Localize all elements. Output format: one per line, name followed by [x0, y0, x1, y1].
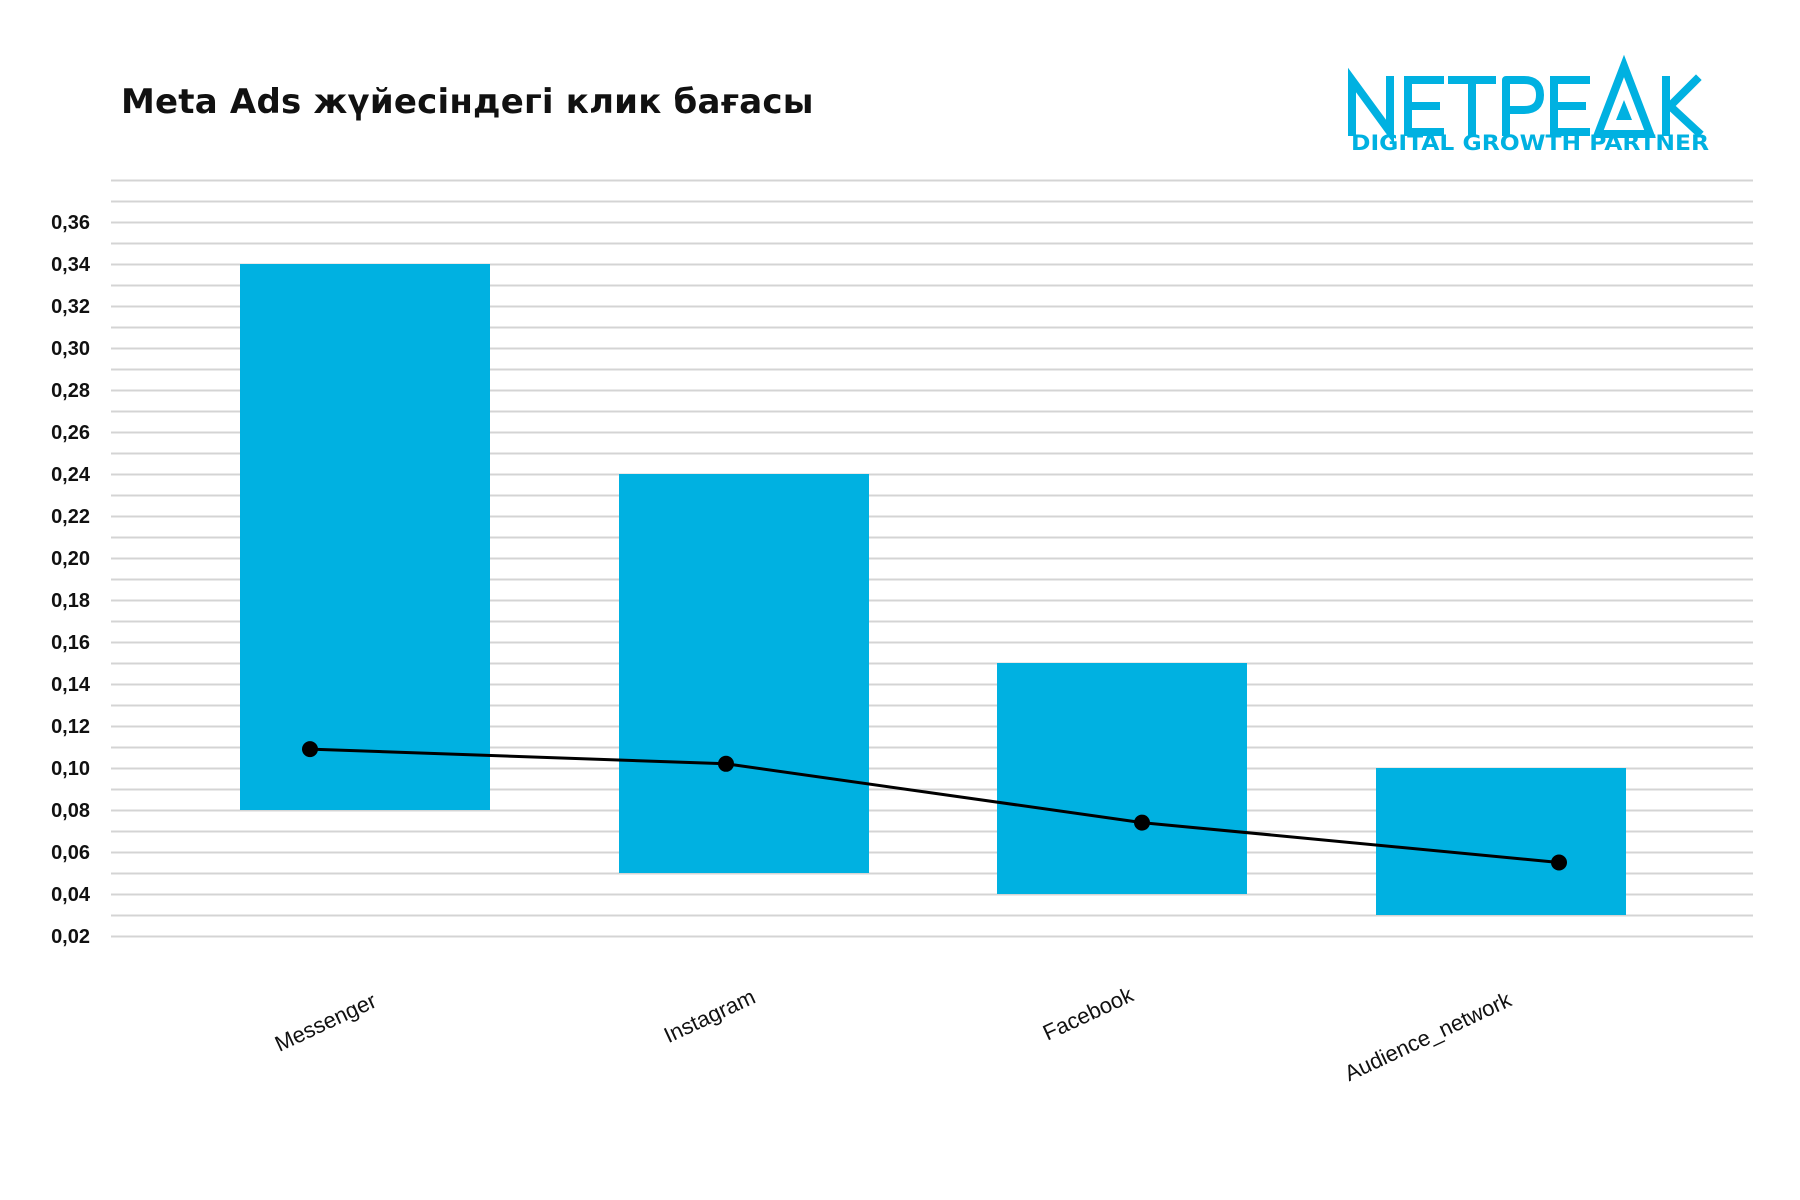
y-tick-label: 0,32	[51, 296, 90, 318]
series-line	[309, 747, 1560, 864]
netpeak-wordmark	[1348, 54, 1704, 145]
bar-audience-network	[1376, 768, 1626, 915]
y-tick-label: 0,20	[51, 548, 90, 570]
y-tick-label: 0,22	[51, 506, 90, 528]
line-point-instagram	[718, 755, 734, 772]
bar-messenger	[240, 264, 490, 810]
y-axis-ticks: 0,02 0,04 0,06 0,08 0,10 0,12 0,14 0,16 0,18 0,20…	[51, 212, 91, 948]
y-tick-label: 0,16	[51, 632, 90, 654]
line-point-audience-network	[1551, 854, 1567, 871]
x-tick-label: Facebook	[1039, 981, 1138, 1045]
y-tick-label: 0,28	[51, 380, 90, 402]
average-line	[302, 741, 1567, 871]
y-tick-label: 0,14	[51, 674, 91, 696]
y-tick-label: 0,26	[51, 422, 90, 444]
y-tick-label: 0,04	[51, 884, 91, 906]
y-tick-label: 0,12	[51, 716, 90, 738]
x-axis-labels: Messenger Instagram Facebook Audience_netwo…	[271, 981, 1516, 1086]
bar-facebook	[997, 663, 1247, 894]
bars	[240, 264, 1626, 915]
y-tick-label: 0,36	[51, 212, 90, 234]
bar-instagram	[619, 474, 869, 873]
netpeak-logo: DIGITAL GROWTH PARTNER	[1348, 54, 1709, 151]
x-tick-label: Instagram	[660, 984, 759, 1048]
x-tick-label: Messenger	[271, 988, 380, 1057]
x-tick-label: Audience_network	[1340, 986, 1516, 1086]
y-tick-label: 0,34	[51, 254, 91, 276]
chart-title: Meta Ads жүйесіндегі клик бағасы	[121, 82, 814, 122]
y-tick-label: 0,06	[51, 842, 90, 864]
y-tick-label: 0,18	[51, 590, 90, 612]
y-tick-label: 0,02	[51, 926, 90, 948]
line-point-facebook	[1134, 814, 1150, 831]
y-tick-label: 0,24	[51, 464, 91, 486]
y-tick-label: 0,08	[51, 800, 90, 822]
y-tick-label: 0,10	[51, 758, 90, 780]
y-tick-label: 0,30	[51, 338, 90, 360]
netpeak-tagline: DIGITAL GROWTH PARTNER	[1351, 131, 1709, 151]
line-point-messenger	[302, 741, 318, 758]
